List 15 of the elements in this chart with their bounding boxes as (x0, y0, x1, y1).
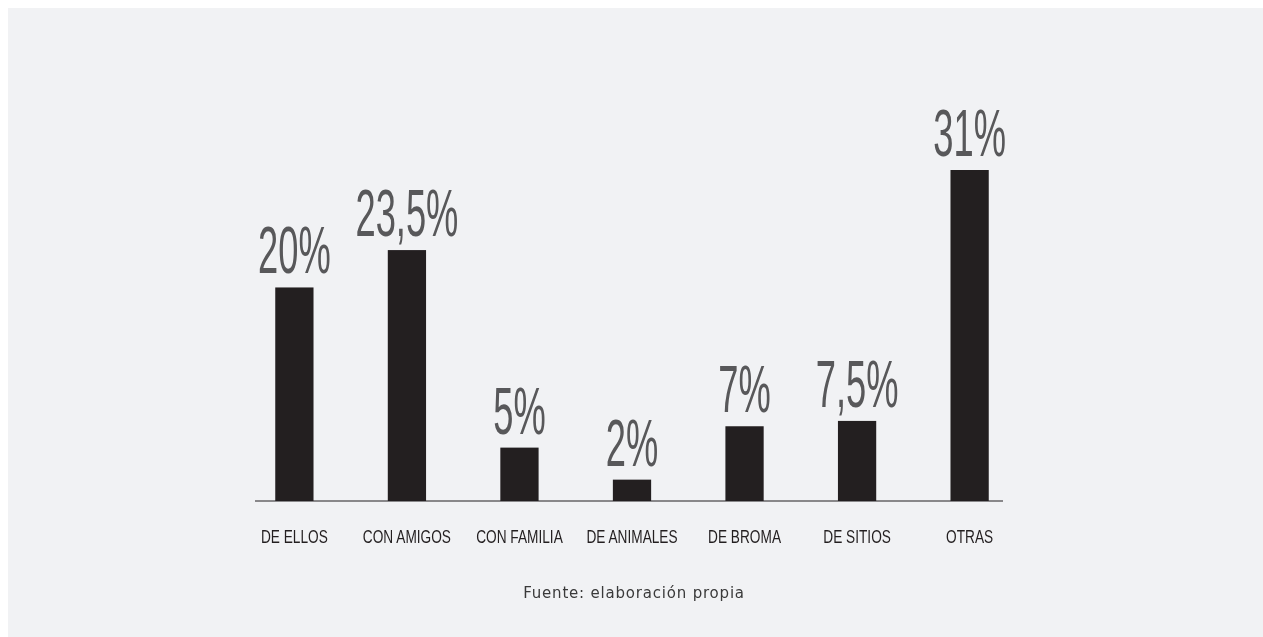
source-note: Fuente: elaboración propia (523, 584, 745, 602)
x-tick-label: DE BROMA (708, 525, 782, 548)
data-label: 7% (718, 352, 771, 426)
data-label: 7,5% (815, 347, 899, 421)
x-tick-label: CON FAMILIA (476, 525, 563, 548)
data-label: 31% (933, 96, 1006, 170)
data-label: 23,5% (355, 176, 459, 250)
data-label: 2% (605, 406, 659, 480)
data-label: 5% (493, 374, 546, 448)
data-label: 20% (258, 213, 331, 288)
x-tick-label: CON AMIGOS (362, 525, 451, 548)
x-tick-label: DE ELLOS (260, 525, 328, 548)
x-tick-label: OTRAS (946, 525, 994, 548)
x-tick-label: DE ANIMALES (586, 525, 678, 548)
x-tick-label: DE SITIOS (823, 525, 891, 548)
